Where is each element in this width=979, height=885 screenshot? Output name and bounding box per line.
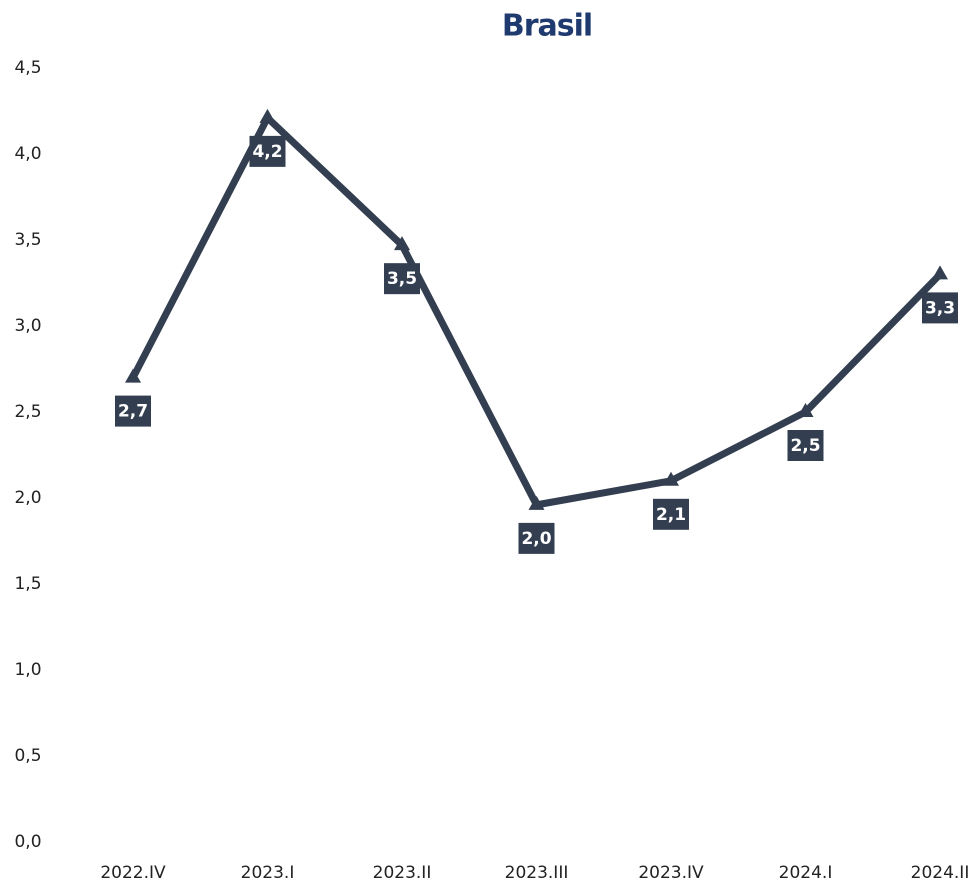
data-label: 2,7 <box>118 402 148 422</box>
marker <box>932 265 948 280</box>
x-tick-label: 2023.I <box>241 863 295 883</box>
x-tick-label: 2022.IV <box>100 863 166 883</box>
y-tick-label: 2,0 <box>14 488 41 508</box>
data-label: 2,0 <box>521 529 551 549</box>
data-label: 4,2 <box>252 142 282 162</box>
data-label-box <box>249 135 286 167</box>
y-tick-label: 1,5 <box>14 574 41 594</box>
y-tick-label: 0,0 <box>14 832 41 852</box>
chart-title: Brasil <box>502 9 592 44</box>
x-tick-label: 2023.IV <box>638 863 704 883</box>
data-label-box <box>922 292 958 324</box>
y-tick-label: 4,5 <box>14 58 41 78</box>
data-label-box <box>384 263 420 295</box>
x-tick-label: 2023.III <box>505 863 569 883</box>
marker <box>797 403 814 417</box>
x-tick-label: 2023.II <box>373 863 432 883</box>
data-label: 3,3 <box>925 298 955 318</box>
y-tick-label: 0,5 <box>14 746 41 766</box>
data-label-box <box>115 395 151 427</box>
x-tick-label: 2024.II <box>911 863 970 883</box>
marker <box>125 368 141 383</box>
marker <box>663 471 679 486</box>
data-label-box <box>518 522 555 554</box>
y-tick-label: 3,5 <box>14 230 41 250</box>
marker <box>528 495 545 510</box>
data-label: 2,5 <box>790 436 820 456</box>
data-label: 2,1 <box>656 505 686 525</box>
data-label: 3,5 <box>387 269 417 289</box>
y-tick-label: 2,5 <box>14 402 41 422</box>
y-tick-label: 3,0 <box>14 316 41 336</box>
x-tick-label: 2024.I <box>779 863 833 883</box>
marker <box>394 236 410 251</box>
data-label-box <box>787 430 824 461</box>
marker <box>259 108 276 123</box>
data-label-box <box>653 498 689 530</box>
y-tick-label: 4,0 <box>14 144 41 164</box>
y-tick-label: 1,0 <box>14 660 41 680</box>
